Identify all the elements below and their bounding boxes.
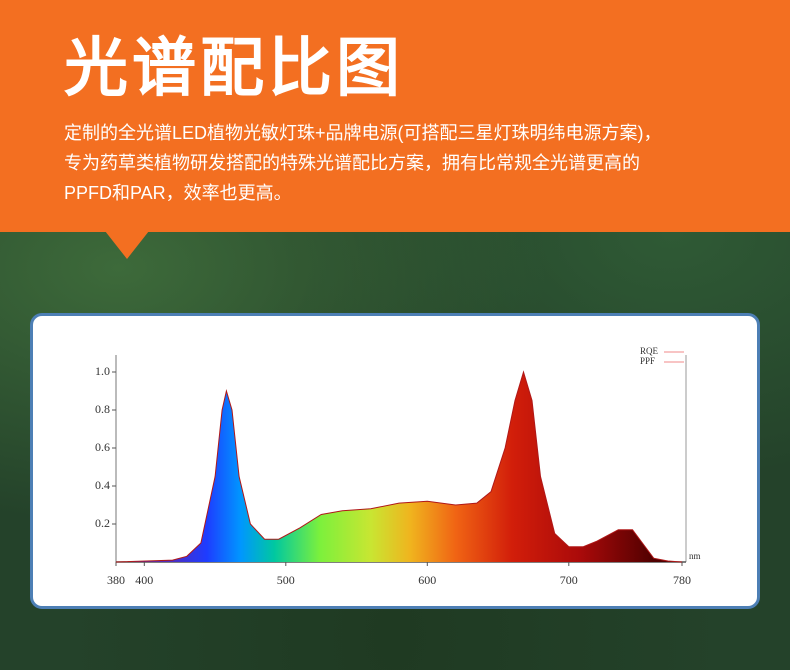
x-tick-label: 500: [277, 573, 295, 587]
legend-label: PPF: [640, 356, 655, 366]
header: 光谱配比图 定制的全光谱LED植物光敏灯珠+品牌电源(可搭配三星灯珠明纬电源方案…: [0, 0, 790, 232]
y-tick-label: 0.4: [95, 478, 110, 492]
header-text: 定制的全光谱LED植物光敏灯珠+品牌电源(可搭配三星灯珠明纬电源方案)，: [64, 123, 662, 143]
x-tick-label: 380: [107, 573, 125, 587]
x-tick-label: 400: [135, 573, 153, 587]
spectrum-area: [116, 372, 682, 562]
y-tick-label: 0.6: [95, 440, 110, 454]
x-unit: nm: [689, 551, 701, 561]
header-text: PPFD和PAR，效率也更高。: [64, 183, 292, 203]
y-tick-label: 1.0: [95, 364, 110, 378]
spectrum-line: [115, 370, 683, 563]
x-tick-label: 700: [560, 573, 578, 587]
header-text: 专为药草类植物研发搭配的特殊光谱配比方案，拥有比常规全光谱更高的: [64, 153, 640, 173]
legend-label: RQE: [640, 346, 659, 356]
x-tick-label: 600: [418, 573, 436, 587]
y-tick-label: 0.8: [95, 402, 110, 416]
header-title: 光谱配比图: [64, 32, 404, 104]
header-notch: [105, 231, 149, 259]
y-tick-label: 0.2: [95, 516, 110, 530]
x-tick-label: 780: [673, 573, 691, 587]
